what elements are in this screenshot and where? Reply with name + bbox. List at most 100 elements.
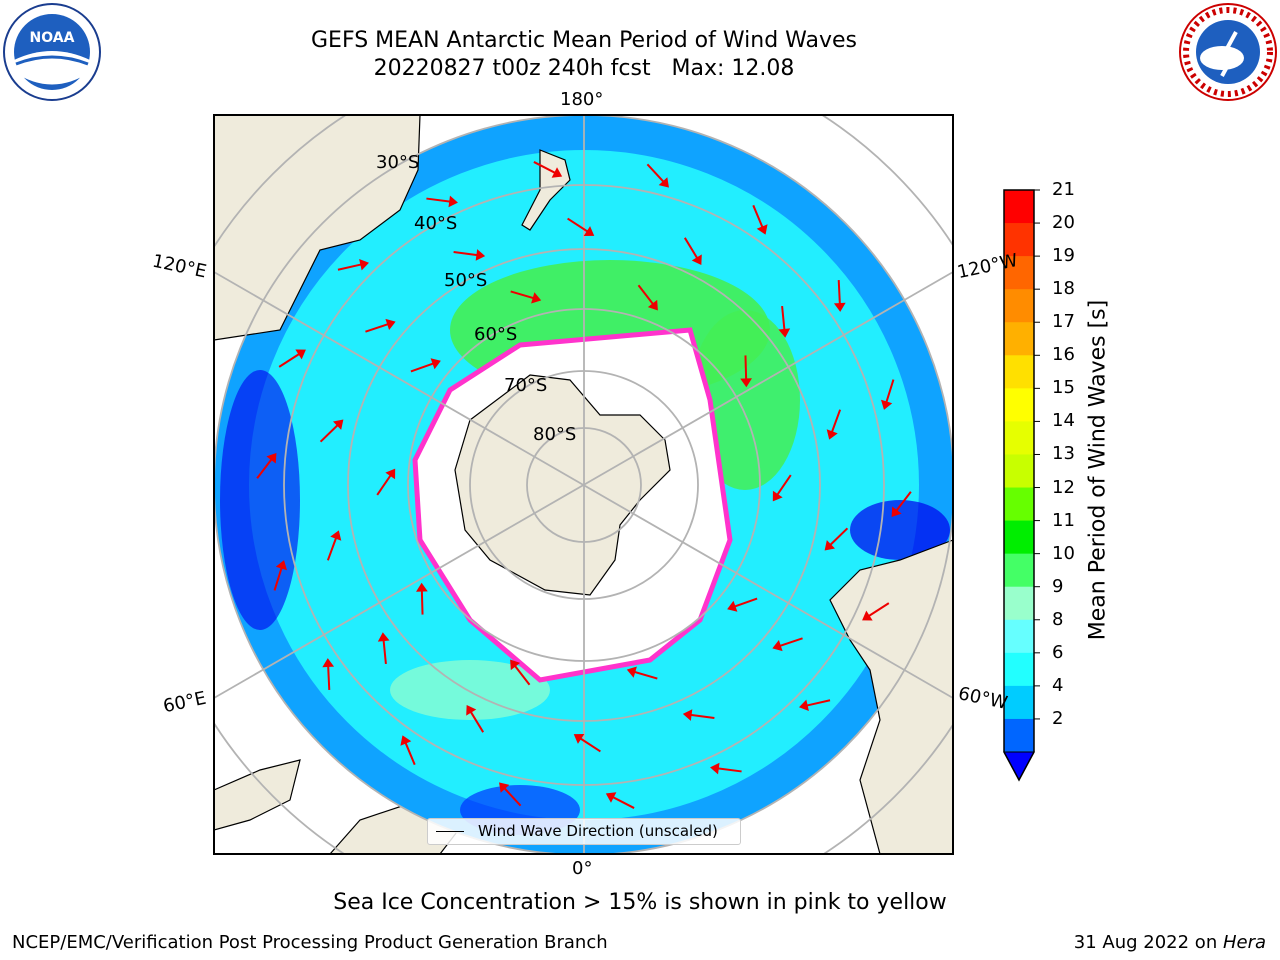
wave-direction-arrowhead (475, 249, 486, 261)
wave-direction-arrow (319, 424, 339, 443)
wave-direction-arrowhead (824, 540, 836, 551)
lon-label-180: 180° (560, 89, 604, 110)
wave-direction-arrow (752, 204, 764, 228)
wave-direction-arrow (533, 161, 556, 174)
wave-direction-arrowhead (691, 254, 702, 265)
wave-direction-arrow (646, 163, 665, 183)
wind-wave-arrows (256, 161, 912, 809)
wave-direction-arrow (404, 742, 416, 766)
wave-direction-arrowhead (583, 226, 595, 236)
lat-label-40s: 40°S (414, 213, 458, 234)
colorbar-segment (1004, 652, 1034, 687)
nws-logo (1179, 3, 1277, 101)
wave-direction-arrowhead (466, 705, 477, 716)
wave-direction-arrowhead (682, 709, 693, 721)
colorbar-extend-triangle (1003, 751, 1035, 782)
colorbar-segment (1004, 586, 1034, 621)
wave-direction-arrowhead (710, 762, 720, 775)
wave-direction-arrow (365, 323, 389, 333)
map-legend: Wind Wave Direction (unscaled) (427, 818, 741, 845)
wave-direction-arrowhead (833, 302, 846, 312)
wave-direction-arrowhead (881, 399, 893, 410)
wave-direction-arrow (514, 665, 531, 686)
wave-direction-arrow (683, 237, 699, 259)
footer-host: Hera (1222, 932, 1266, 953)
colorbar-segment (1004, 685, 1034, 720)
colorbar-tick-label: 15 (1052, 377, 1075, 399)
wave-direction-arrowhead (359, 258, 369, 271)
colorbar-tick-label: 10 (1052, 542, 1075, 564)
colorbar-tick-label: 19 (1052, 245, 1075, 267)
wave-direction-arrowhead (448, 195, 458, 208)
wave-direction-arrowhead (573, 734, 585, 744)
colorbar-tick-label: 14 (1052, 410, 1075, 432)
wave-direction-arrowhead (400, 735, 412, 746)
wave-direction-arrowhead (416, 582, 428, 592)
colorbar-segment (1004, 256, 1034, 290)
wave-direction-arrow (410, 362, 434, 373)
sea-ice-caption: Sea Ice Concentration > 15% is shown in … (333, 890, 947, 915)
colorbar-tick-label: 8 (1052, 608, 1064, 630)
colorbar-tick-label: 16 (1052, 344, 1075, 366)
colorbar-tick-label: 17 (1052, 311, 1075, 333)
wave-direction-arrow (382, 639, 387, 665)
colorbar-tick-label: 2 (1052, 707, 1064, 729)
wave-direction-arrowhead (778, 328, 791, 338)
wave-direction-arrowhead (330, 530, 342, 541)
colorbar-segment (1004, 355, 1034, 389)
wave-direction-arrow (744, 355, 748, 380)
colorbar-segment (1004, 322, 1034, 356)
wave-direction-arrow (779, 637, 803, 647)
wave-direction-arrow (326, 537, 338, 561)
noaa-logo: NOAA (3, 3, 101, 101)
colorbar-tick-label: 6 (1052, 641, 1064, 663)
colorbar (1003, 189, 1040, 782)
wave-direction-arrow (634, 670, 658, 680)
colorbar-tick-label: 9 (1052, 575, 1064, 597)
colorbar-segment (1004, 718, 1034, 753)
wave-direction-arrowhead (551, 167, 563, 178)
africa-landmass (214, 759, 301, 831)
colorbar-tick-label: 4 (1052, 674, 1064, 696)
colorbar-tick-label: 13 (1052, 443, 1075, 465)
wave-direction-arrowhead (862, 610, 873, 621)
graticule (214, 115, 953, 854)
legend-label: Wind Wave Direction (unscaled) (478, 822, 718, 840)
wave-direction-arrow (567, 217, 589, 233)
wave-direction-arrowhead (275, 560, 287, 571)
legend-line-swatch (436, 831, 464, 832)
wave-direction-arrowhead (295, 349, 306, 360)
wave-direction-arrow (612, 796, 635, 809)
colorbar-segment (1004, 421, 1034, 455)
svg-text:NOAA: NOAA (30, 30, 75, 46)
wave-direction-arrowhead (826, 429, 838, 440)
wave-direction-arrowhead (772, 640, 783, 652)
wave-direction-arrowhead (605, 792, 617, 803)
wave-direction-arrow (337, 263, 362, 271)
wave-direction-arrowhead (385, 318, 396, 330)
wave-direction-arrow (776, 474, 792, 496)
wave-direction-arrow (327, 665, 331, 690)
wave-direction-arrowhead (740, 378, 752, 388)
wave-direction-arrow (837, 280, 841, 305)
footer-date-text: 31 Aug 2022 on (1073, 932, 1223, 953)
colorbar-tick-label: 21 (1052, 179, 1075, 200)
colorbar-tick-label: 11 (1052, 509, 1075, 531)
wave-direction-arrow (426, 197, 451, 203)
wave-direction-arrowhead (799, 699, 809, 712)
wave-direction-arrow (579, 737, 601, 753)
lat-label-30s: 30°S (376, 152, 420, 173)
wave-direction-arrow (503, 787, 522, 807)
wave-direction-arrow (806, 699, 831, 707)
colorbar-segment (1004, 289, 1034, 323)
footer-credit: NCEP/EMC/Verification Post Processing Pr… (12, 932, 608, 953)
wave-direction-arrow (868, 602, 890, 617)
wave-direction-arrow (781, 305, 786, 331)
colorbar-tick-label: 12 (1052, 476, 1075, 498)
wave-direction-arrow (830, 409, 842, 433)
wave-direction-arrowhead (266, 452, 277, 464)
wave-direction-arrowhead (385, 468, 396, 480)
colorbar-segment (1004, 454, 1034, 489)
wave-direction-arrow (637, 284, 654, 305)
colorbar-label: Mean Period of Wind Waves [s] (1085, 299, 1111, 641)
